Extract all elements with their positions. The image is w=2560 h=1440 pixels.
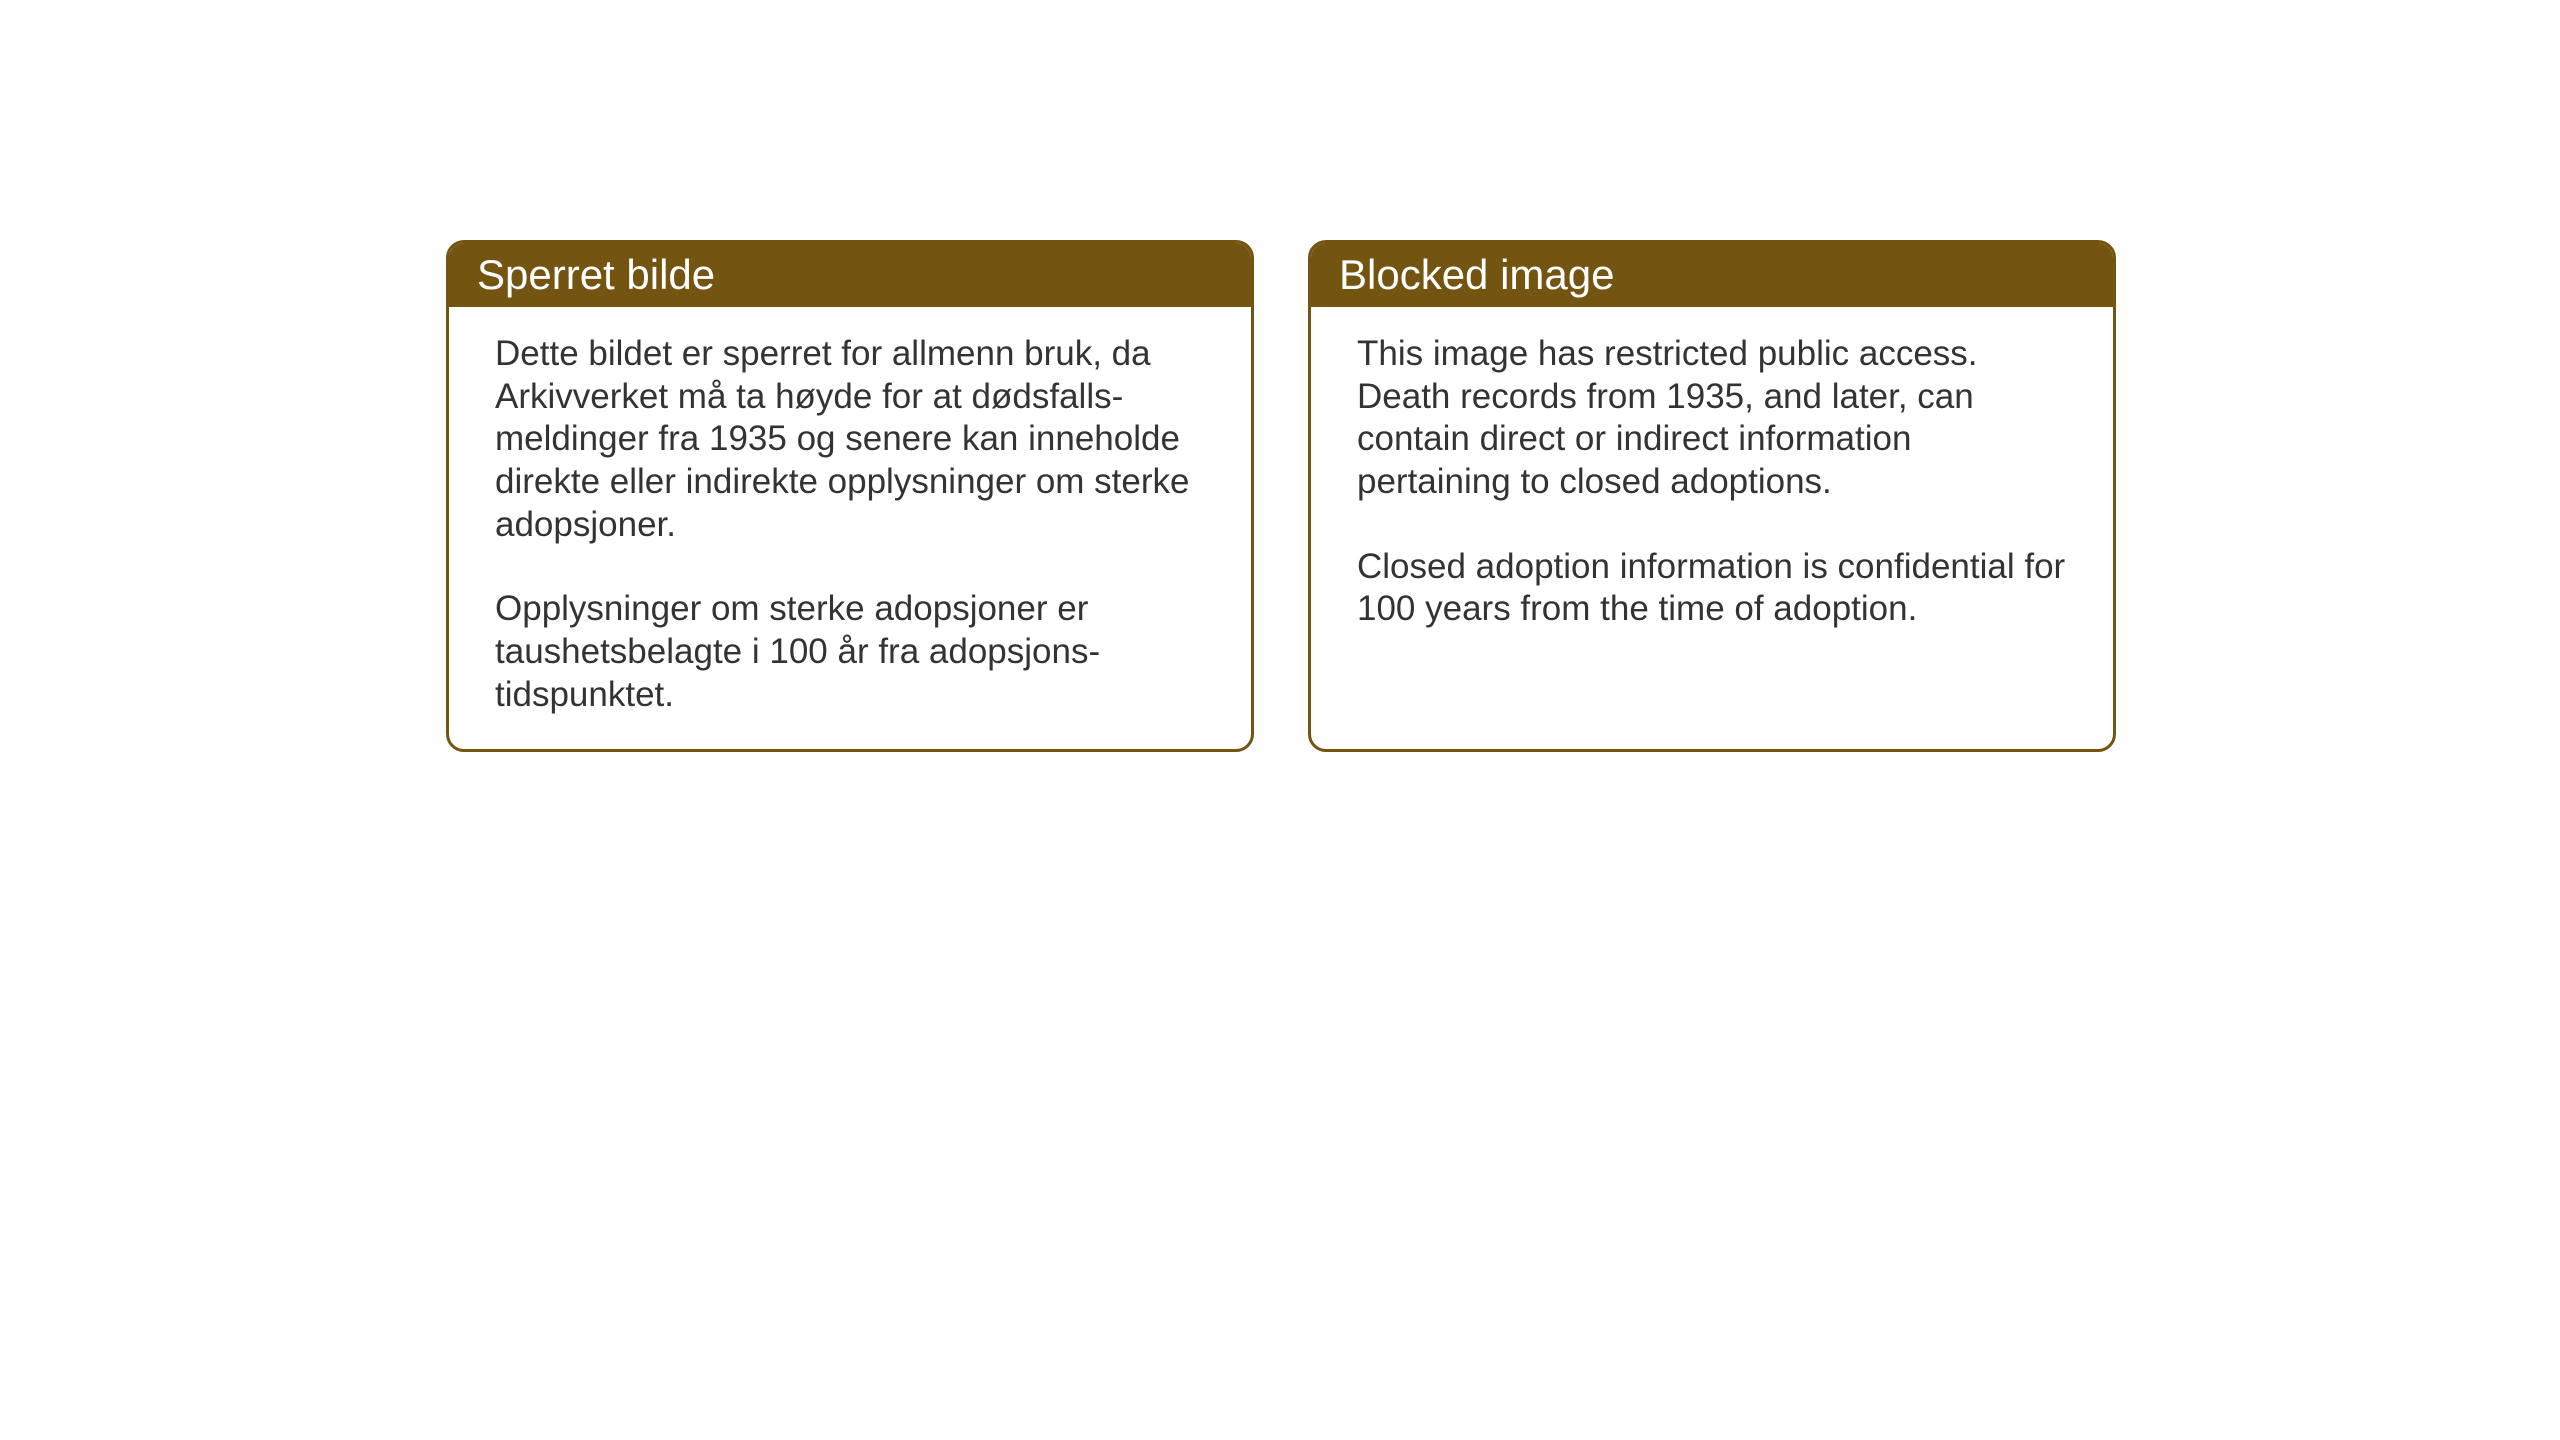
norwegian-card-title: Sperret bilde: [449, 243, 1251, 307]
norwegian-card-body: Dette bildet er sperret for allmenn bruk…: [449, 307, 1251, 749]
norwegian-paragraph-1: Dette bildet er sperret for allmenn bruk…: [495, 333, 1205, 546]
english-card-body: This image has restricted public access.…: [1311, 307, 2113, 663]
cards-container: Sperret bilde Dette bildet er sperret fo…: [446, 240, 2116, 752]
english-card: Blocked image This image has restricted …: [1308, 240, 2116, 752]
norwegian-card: Sperret bilde Dette bildet er sperret fo…: [446, 240, 1254, 752]
english-card-title: Blocked image: [1311, 243, 2113, 307]
english-paragraph-1: This image has restricted public access.…: [1357, 333, 2067, 504]
english-paragraph-2: Closed adoption information is confident…: [1357, 546, 2067, 631]
norwegian-paragraph-2: Opplysninger om sterke adopsjoner er tau…: [495, 588, 1205, 716]
